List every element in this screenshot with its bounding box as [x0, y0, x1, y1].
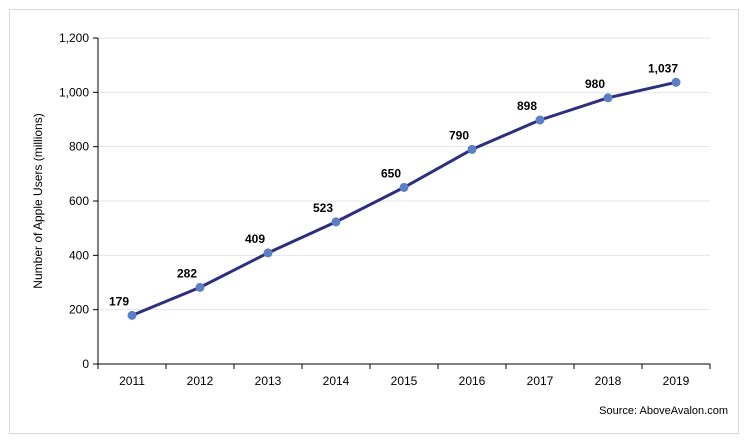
y-tick-label: 400 [69, 248, 89, 262]
data-point [467, 144, 477, 154]
data-point [535, 115, 545, 125]
data-points [127, 77, 681, 320]
data-label: 409 [245, 232, 265, 246]
data-label: 898 [517, 99, 537, 113]
source-note: Source: AboveAvalon.com [599, 405, 728, 417]
data-label: 790 [449, 128, 469, 142]
x-tick-label: 2019 [663, 374, 690, 388]
x-tick-label: 2015 [391, 374, 418, 388]
x-tick-label: 2014 [323, 374, 350, 388]
y-axis-ticks: 0 200 400 600 800 1,000 1,200 [59, 31, 98, 371]
y-tick-label: 0 [82, 357, 89, 371]
data-label: 179 [109, 294, 129, 308]
y-tick-label: 1,200 [59, 31, 89, 45]
data-labels: 179 282 409 523 650 790 898 980 1,037 [109, 61, 678, 308]
data-point [127, 310, 137, 320]
data-label: 980 [585, 77, 605, 91]
y-axis-label: Number of Apple Users (millions) [31, 113, 45, 288]
data-label: 523 [313, 201, 333, 215]
x-axis-ticks: 2011 2012 2013 2014 2015 2016 2017 2018 2019 [97, 364, 711, 388]
data-point [603, 93, 613, 103]
series-line [130, 80, 678, 317]
x-tick-label: 2013 [255, 374, 282, 388]
x-tick-label: 2017 [527, 374, 554, 388]
data-label: 1,037 [648, 61, 678, 75]
x-tick-label: 2016 [459, 374, 486, 388]
x-tick-label: 2018 [595, 374, 622, 388]
data-point [671, 77, 681, 87]
data-point [399, 182, 409, 192]
data-point [331, 217, 341, 227]
y-tick-label: 200 [69, 303, 89, 317]
data-label: 282 [177, 266, 197, 280]
data-point [195, 282, 205, 292]
gridlines [98, 37, 710, 311]
x-tick-label: 2011 [119, 374, 145, 388]
series-line-layer [130, 80, 678, 317]
data-label: 650 [381, 166, 401, 180]
y-tick-label: 600 [69, 194, 89, 208]
chart-frame [9, 9, 739, 434]
x-tick-label: 2012 [187, 374, 214, 388]
data-point [263, 248, 273, 258]
y-tick-label: 800 [69, 140, 89, 154]
y-tick-label: 1,000 [59, 85, 89, 99]
